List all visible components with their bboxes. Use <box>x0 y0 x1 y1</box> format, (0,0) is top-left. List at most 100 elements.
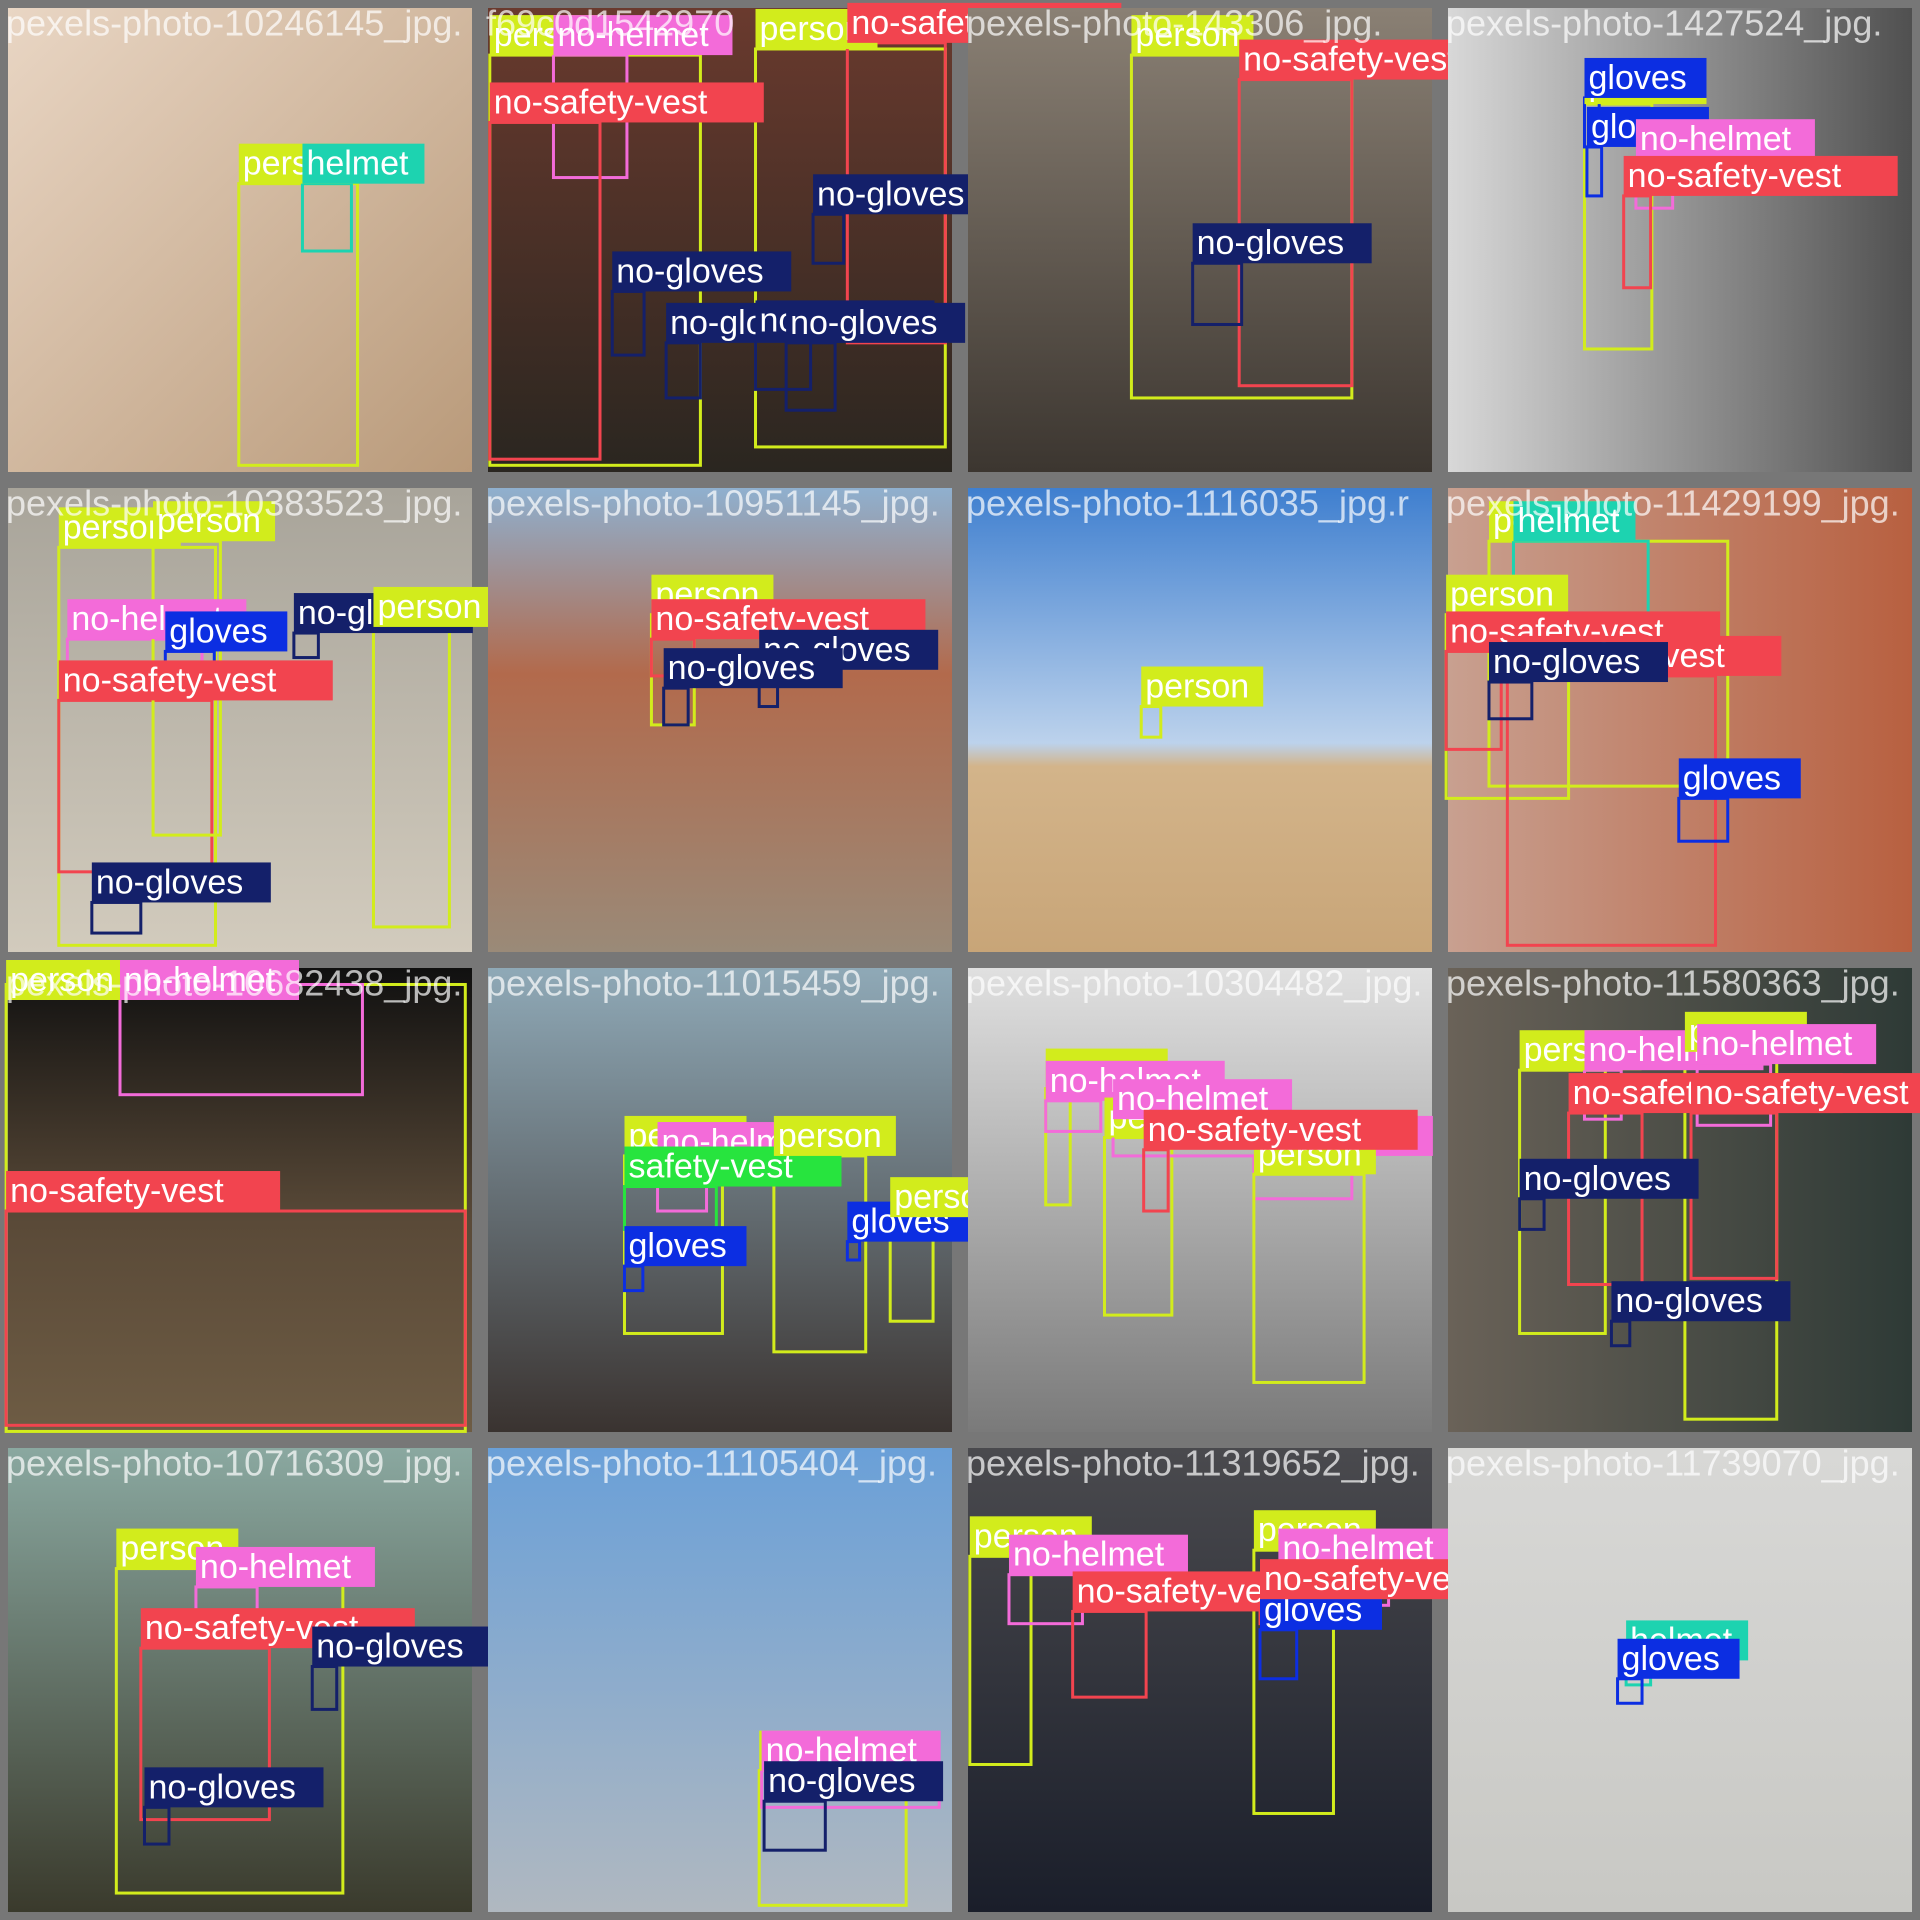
detection-label: no-safety-vest <box>63 661 277 699</box>
detection-label: no-safety-vest <box>494 83 708 121</box>
tile-image <box>488 968 952 1432</box>
detection-label: safety-vest <box>628 1148 793 1186</box>
label-background <box>1488 642 1668 683</box>
tile-title: pexels-photo-10246145_jpg. <box>6 3 462 44</box>
detection-label: no-safety-vest <box>10 1172 224 1210</box>
detection-label: no-gloves <box>316 1628 463 1666</box>
label-background <box>624 1226 747 1267</box>
tile-image <box>968 488 1432 952</box>
label-background <box>144 1767 324 1808</box>
tile-title: pexels-photo-143306_jpg. <box>966 3 1382 44</box>
tile-title: pexels-photo-11319652_jpg. <box>966 1443 1420 1484</box>
detection-label: no-helmet <box>124 961 276 999</box>
label-background <box>6 1171 281 1212</box>
label-background <box>813 174 993 215</box>
detection-label: gloves <box>169 612 267 650</box>
detection-label: no-helmet <box>1013 1536 1165 1574</box>
label-background <box>302 143 425 184</box>
detection-label: gloves <box>628 1227 726 1265</box>
label-background <box>165 611 288 652</box>
label-background <box>1446 574 1569 615</box>
detection-label: person <box>778 1117 882 1155</box>
detection-label: no-helmet <box>1701 1025 1853 1063</box>
tile-title: pexels-photo-11429199_jpg. <box>1446 483 1900 524</box>
detection-label: no-gloves <box>1197 224 1344 262</box>
detection-label: no-safety-vest <box>1148 1111 1362 1149</box>
label-background <box>1678 758 1801 799</box>
detection-label: no-gloves <box>817 175 964 213</box>
label-background <box>1131 15 1254 56</box>
detection-label: helmet <box>1517 502 1620 540</box>
label-background <box>1697 1024 1877 1065</box>
detection-label: person <box>63 508 167 546</box>
tile-image <box>488 8 952 472</box>
tile-title: pexels-photo-10383523_jpg. <box>6 483 462 524</box>
tile-title: pexels-photo-10682438_jpg. <box>6 963 462 1004</box>
detection-label: no-helmet <box>200 1548 352 1586</box>
tile-title: pexels-photo-10304482_jpg. <box>966 963 1422 1004</box>
detection-label: gloves <box>1588 59 1686 97</box>
label-background <box>1008 1534 1188 1575</box>
detection-label: person <box>760 10 864 48</box>
label-background <box>120 960 299 1000</box>
tile-title: pexels-photo-1427524_jpg. <box>1446 3 1882 44</box>
detection-label: no-helmet <box>1640 120 1792 158</box>
detection-label: person <box>157 502 261 540</box>
detection-label: no-safety-vest <box>1695 1074 1909 1112</box>
detection-label: no-helmet <box>557 16 709 54</box>
label-background <box>1143 1109 1418 1150</box>
tile-title: pexels-photo-11739070_jpg. <box>1446 1443 1900 1484</box>
detection-label: person <box>377 588 481 626</box>
detection-label: person <box>10 961 114 999</box>
tile-image <box>968 968 1432 1432</box>
tile-image <box>488 488 952 952</box>
tile-title: pexels-photo-11015459_jpg. <box>486 963 940 1004</box>
detection-label: no-safety-vest <box>1264 1560 1478 1598</box>
tile-title: pexels-photo-1116035_jpg.r <box>966 483 1409 524</box>
label-background <box>773 1115 896 1156</box>
label-background <box>1691 1073 1920 1114</box>
label-background <box>373 586 496 627</box>
detection-label: person <box>1450 576 1554 614</box>
tile-title: pexels-photo-11105404_jpg. <box>486 1443 937 1484</box>
tile-image <box>8 1448 472 1912</box>
label-background <box>786 302 966 343</box>
label-background <box>1584 57 1707 98</box>
detection-label: no-safety-vest <box>1628 157 1842 195</box>
label-background <box>1141 666 1264 707</box>
detection-label: no-gloves <box>96 863 243 901</box>
label-background <box>1617 1638 1740 1679</box>
detection-label: person <box>1135 16 1239 54</box>
label-background <box>6 960 129 1000</box>
label-background <box>195 1546 375 1587</box>
label-background <box>612 251 792 292</box>
detection-label: person <box>1145 668 1249 706</box>
detection-label: helmet <box>306 145 409 183</box>
detection-label: no-gloves <box>1615 1282 1762 1320</box>
label-background <box>489 82 764 123</box>
tile-image <box>488 1448 952 1912</box>
label-background <box>1519 1158 1699 1199</box>
label-background <box>153 501 276 542</box>
tile-title: pexels-photo-11580363_jpg. <box>1446 963 1900 1004</box>
detection-label: no-gloves <box>616 252 763 290</box>
tile-title: f69c0d1542970 <box>486 3 734 44</box>
label-background <box>1192 223 1372 264</box>
label-background <box>58 660 333 701</box>
label-background <box>1635 119 1815 160</box>
detection-label: no-gloves <box>1493 643 1640 681</box>
detection-label: no-gloves <box>1524 1160 1671 1198</box>
detection-label: no-gloves <box>790 304 937 342</box>
label-background <box>91 862 271 903</box>
label-background <box>1623 155 1898 196</box>
detection-label: no-safety-vest <box>1077 1572 1291 1610</box>
label-background <box>663 648 843 689</box>
label-background <box>1513 501 1636 542</box>
detection-label: no-gloves <box>768 1762 915 1800</box>
detection-label: no-safety-vest <box>1243 41 1457 79</box>
detection-label: no-gloves <box>148 1768 295 1806</box>
tile-title: pexels-photo-10716309_jpg. <box>6 1443 462 1484</box>
label-background <box>764 1761 944 1802</box>
detection-label: gloves <box>1622 1640 1720 1678</box>
